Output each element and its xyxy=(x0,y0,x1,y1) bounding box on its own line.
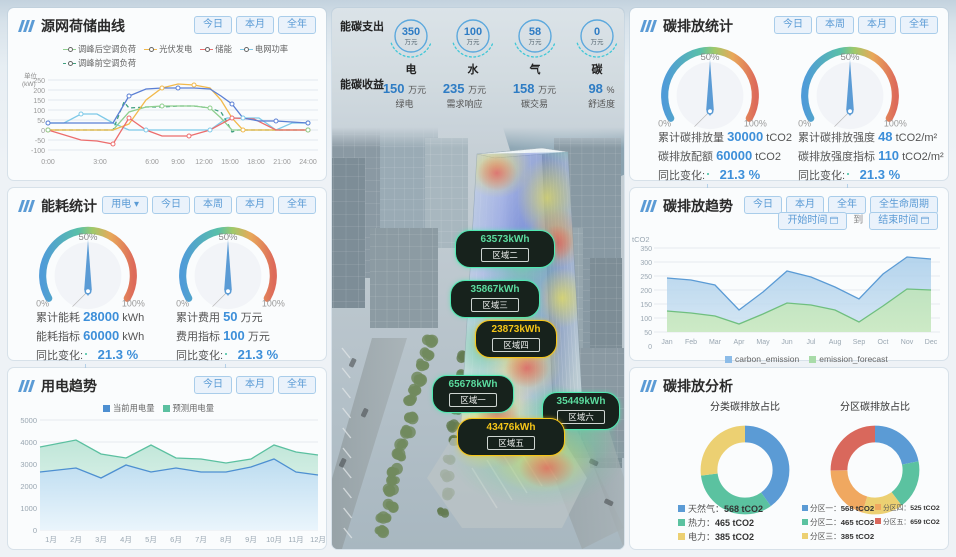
svg-text:12月: 12月 xyxy=(310,535,326,544)
svg-text:100: 100 xyxy=(640,316,652,323)
svg-text:50: 50 xyxy=(644,330,652,337)
svg-text:18:00: 18:00 xyxy=(247,159,265,166)
svg-text:Sep: Sep xyxy=(853,339,866,346)
svg-text:350: 350 xyxy=(402,26,420,38)
svg-text:100: 100 xyxy=(464,26,482,38)
svg-text:0: 0 xyxy=(594,26,600,38)
svg-text:Feb: Feb xyxy=(685,339,697,346)
svg-text:Nov: Nov xyxy=(901,339,914,346)
svg-text:58: 58 xyxy=(529,26,541,38)
svg-text:3000: 3000 xyxy=(20,460,37,469)
svg-text:0:00: 0:00 xyxy=(41,159,55,166)
svg-text:-50: -50 xyxy=(35,138,45,145)
svg-text:-100: -100 xyxy=(31,148,45,155)
svg-text:0: 0 xyxy=(33,526,37,535)
svg-text:Jun: Jun xyxy=(781,339,792,346)
svg-text:50%: 50% xyxy=(78,232,98,243)
svg-text:2000: 2000 xyxy=(20,482,37,491)
svg-text:Jan: Jan xyxy=(661,339,672,346)
svg-text:万元: 万元 xyxy=(591,38,605,46)
svg-text:Jul: Jul xyxy=(807,339,816,346)
svg-text:50: 50 xyxy=(37,118,45,125)
svg-text:0: 0 xyxy=(41,128,45,135)
svg-text:9月: 9月 xyxy=(245,535,257,544)
svg-text:21:00: 21:00 xyxy=(273,159,291,166)
svg-text:3月: 3月 xyxy=(95,535,107,544)
svg-text:250: 250 xyxy=(640,274,652,281)
svg-text:50%: 50% xyxy=(840,52,860,63)
svg-text:6月: 6月 xyxy=(170,535,182,544)
svg-text:tCO2: tCO2 xyxy=(632,235,650,244)
svg-text:万元: 万元 xyxy=(529,38,543,46)
svg-text:0: 0 xyxy=(648,344,652,351)
svg-text:10月: 10月 xyxy=(266,535,282,544)
svg-text:300: 300 xyxy=(640,260,652,267)
svg-text:万元: 万元 xyxy=(467,38,481,46)
svg-text:7月: 7月 xyxy=(195,535,207,544)
svg-text:1000: 1000 xyxy=(20,504,37,513)
svg-text:9:00: 9:00 xyxy=(171,159,185,166)
svg-text:150: 150 xyxy=(640,302,652,309)
svg-text:100: 100 xyxy=(33,108,45,115)
svg-text:350: 350 xyxy=(640,246,652,253)
svg-text:Apr: Apr xyxy=(734,339,746,346)
svg-text:May: May xyxy=(756,339,770,346)
svg-text:2月: 2月 xyxy=(70,535,82,544)
svg-text:4月: 4月 xyxy=(120,535,132,544)
svg-text:6:00: 6:00 xyxy=(145,159,159,166)
svg-text:250: 250 xyxy=(33,78,45,85)
svg-text:150: 150 xyxy=(33,98,45,105)
svg-text:50%: 50% xyxy=(700,52,720,63)
svg-text:万元: 万元 xyxy=(405,38,419,46)
svg-text:8月: 8月 xyxy=(220,535,232,544)
svg-text:Oct: Oct xyxy=(878,339,889,346)
svg-text:200: 200 xyxy=(33,88,45,95)
svg-text:Dec: Dec xyxy=(925,339,938,346)
svg-text:1月: 1月 xyxy=(45,535,57,544)
svg-text:24:00: 24:00 xyxy=(299,159,317,166)
svg-text:5000: 5000 xyxy=(20,416,37,425)
svg-text:50%: 50% xyxy=(218,232,238,243)
svg-text:Mar: Mar xyxy=(709,339,722,346)
svg-text:11月: 11月 xyxy=(288,535,303,544)
svg-text:15:00: 15:00 xyxy=(221,159,239,166)
svg-text:Aug: Aug xyxy=(829,339,842,346)
svg-text:4000: 4000 xyxy=(20,438,37,447)
svg-text:5月: 5月 xyxy=(145,535,157,544)
svg-text:200: 200 xyxy=(640,288,652,295)
svg-text:12:00: 12:00 xyxy=(195,159,213,166)
svg-text:3:00: 3:00 xyxy=(93,159,107,166)
